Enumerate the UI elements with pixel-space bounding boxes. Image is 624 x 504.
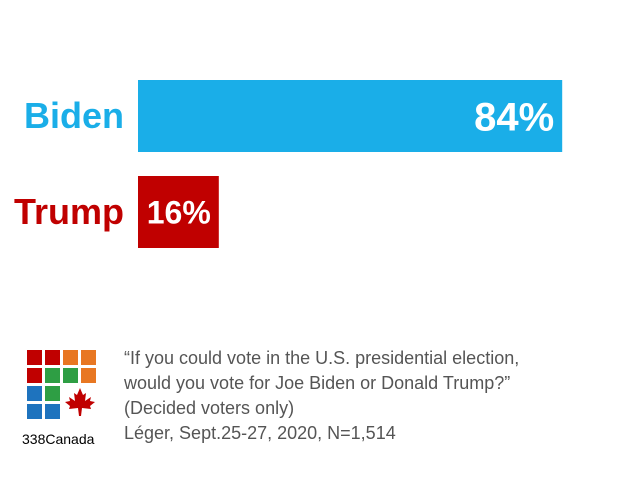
logo-square [27,386,42,401]
338canada-logo [27,350,97,420]
logo-square [27,368,42,383]
category-label-trump: Trump [14,191,124,232]
logo-square [45,350,60,365]
logo-text: 338Canada [22,431,95,447]
logo-square [45,386,60,401]
category-label-biden: Biden [24,95,124,136]
bar-chart: Biden 84% Trump 16% [14,80,563,248]
logo-square [63,350,78,365]
logo-square [27,404,42,419]
poll-source: Léger, Sept.25-27, 2020, N=1,514 [124,423,396,443]
voter-note: (Decided voters only) [124,398,295,418]
logo-square [81,368,96,383]
logo-square [45,368,60,383]
question-line-1: “If you could vote in the U.S. president… [124,348,520,368]
value-label-trump: 16% [147,195,211,231]
maple-leaf-icon [65,388,95,416]
question-line-2: would you vote for Joe Biden or Donald T… [124,373,511,393]
logo-square [81,350,96,365]
footnote: “If you could vote in the U.S. president… [124,346,614,446]
logo-square [45,404,60,419]
logo-square [63,368,78,383]
logo-square [27,350,42,365]
bar-trump [138,176,219,248]
bar-biden [138,80,563,152]
value-label-biden: 84% [474,95,554,139]
